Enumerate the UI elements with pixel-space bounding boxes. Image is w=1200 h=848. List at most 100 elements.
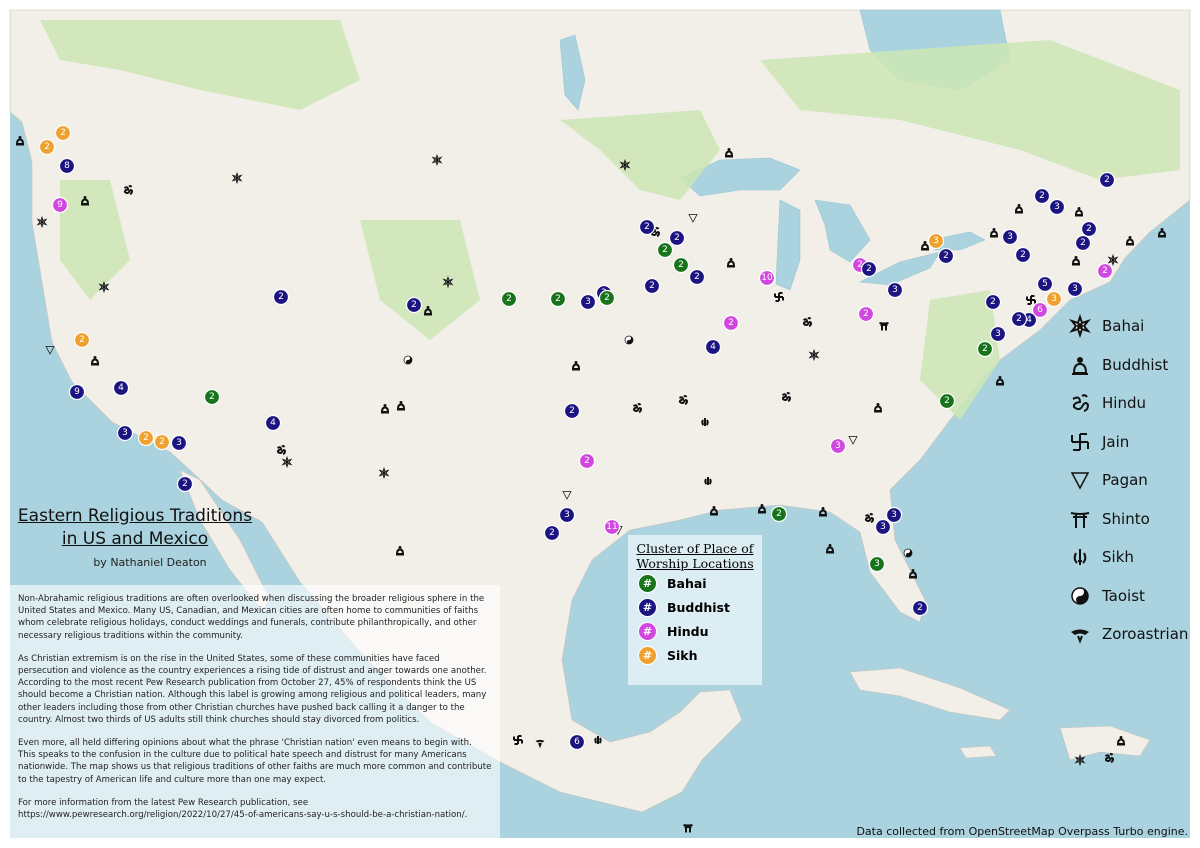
cluster-count: 2 (209, 392, 215, 402)
cluster-circle (1010, 310, 1028, 328)
cluster-marker: 6 (568, 733, 586, 751)
cluster-legend-title: Cluster of Place of Worship Locations (628, 541, 762, 571)
glyph-part (701, 418, 709, 426)
glyph-part (406, 356, 412, 364)
cluster-circle (112, 379, 130, 397)
religion-icons (15, 136, 1167, 833)
religion-icon (802, 317, 813, 327)
cluster-marker: 2 (1098, 171, 1116, 189)
cluster-marker: 2 (938, 392, 956, 410)
cluster-count: 2 (60, 128, 66, 138)
glyph-part (1077, 323, 1083, 330)
cluster-marker: 11 (603, 518, 621, 536)
glyph-part (40, 220, 44, 224)
glyph-part (1078, 758, 1082, 762)
religion-icon (701, 418, 709, 426)
glyph-part (818, 509, 828, 516)
glyph-part (1017, 204, 1021, 207)
cluster-marker: 3 (1001, 228, 1019, 246)
legend-glyph (1071, 432, 1089, 451)
cluster-circle (1080, 220, 1098, 238)
cluster-circle (579, 293, 597, 311)
religion-icon (395, 546, 405, 556)
legend-glyph (1070, 472, 1090, 490)
religion-icon (431, 153, 443, 167)
glyph-part (688, 214, 698, 223)
cluster-count: 2 (278, 292, 284, 302)
cluster-circle (1031, 301, 1049, 319)
glyph-part (637, 403, 642, 406)
glyph-part (1072, 396, 1090, 413)
glyph-part (1071, 629, 1089, 636)
glyph-part (281, 445, 286, 448)
glyph-part (128, 185, 133, 188)
cluster-count: 2 (182, 479, 188, 489)
cluster-circle (656, 241, 674, 259)
religion-icon (396, 401, 406, 411)
cluster-circle (1036, 275, 1054, 293)
glyph-part (825, 546, 835, 553)
cluster-count: 3 (1007, 232, 1013, 242)
cluster-circle (170, 434, 188, 452)
cluster-marker: 2 (405, 296, 423, 314)
cluster-count: 2 (917, 603, 923, 613)
cluster-circle (1048, 198, 1066, 216)
paragraph: For more information from the latest Pew… (18, 797, 468, 821)
cluster-circle (272, 288, 290, 306)
cluster-count: 3 (995, 329, 1001, 339)
cluster-count: 3 (1054, 202, 1060, 212)
legend-icon (1071, 587, 1089, 605)
legend-icon (1071, 629, 1089, 644)
cluster-label: Bahai (667, 575, 707, 591)
cluster-marker: 2 (770, 505, 788, 523)
glyph-part (1074, 209, 1084, 216)
lake-winnipeg (559, 34, 586, 111)
religion-icon (423, 306, 433, 316)
religion-icon (276, 445, 287, 455)
legend-item: Shinto (1068, 500, 1196, 539)
glyph-part (513, 735, 523, 745)
legend-label: Pagan (1102, 471, 1148, 490)
cluster-label: Hindu (667, 623, 709, 639)
cluster-count: 2 (44, 142, 50, 152)
cluster-circle (927, 232, 945, 250)
cluster-circle (688, 268, 706, 286)
cluster-marker: 4 (112, 379, 130, 397)
religion-icon (781, 392, 792, 402)
religion-icon (704, 477, 712, 485)
religion-icon (513, 735, 523, 745)
glyph-part (1072, 362, 1088, 374)
glyph-part (235, 176, 239, 180)
cluster-marker: 2 (1010, 310, 1028, 328)
cluster-marker: 2 (860, 260, 878, 278)
cluster-count: 4 (710, 342, 716, 352)
religion-icon (1125, 236, 1135, 246)
forests (40, 20, 1180, 420)
glyph-part (1070, 472, 1090, 490)
glyph-part (683, 395, 688, 398)
legend-glyph (1073, 549, 1087, 566)
glyph-part (786, 392, 791, 395)
religion-icon (848, 436, 858, 445)
glyph-part (876, 403, 880, 406)
glyph-part (1157, 230, 1167, 237)
cluster-circle (1033, 187, 1051, 205)
cluster-marker: 8 (58, 157, 76, 175)
cluster-circle (153, 433, 171, 451)
legend-item: Taoist (1068, 577, 1196, 616)
glyph-part (1125, 238, 1135, 245)
cluster-count: 3 (880, 522, 886, 532)
cluster-marker: 2 (722, 314, 740, 332)
legend-label: Taoist (1102, 586, 1145, 605)
cluster-circle (722, 314, 740, 332)
glyph-part (995, 378, 1005, 385)
religion-icon (1107, 253, 1119, 267)
glyph-part (869, 513, 874, 516)
forest (60, 180, 130, 300)
cluster-count: 2 (776, 509, 782, 519)
legend-icon (1070, 472, 1090, 490)
cluster-count: 2 (555, 294, 561, 304)
cluster-legend-item: # Hindu (638, 619, 762, 643)
cluster-circle (638, 218, 656, 236)
cluster-circle (885, 506, 903, 524)
